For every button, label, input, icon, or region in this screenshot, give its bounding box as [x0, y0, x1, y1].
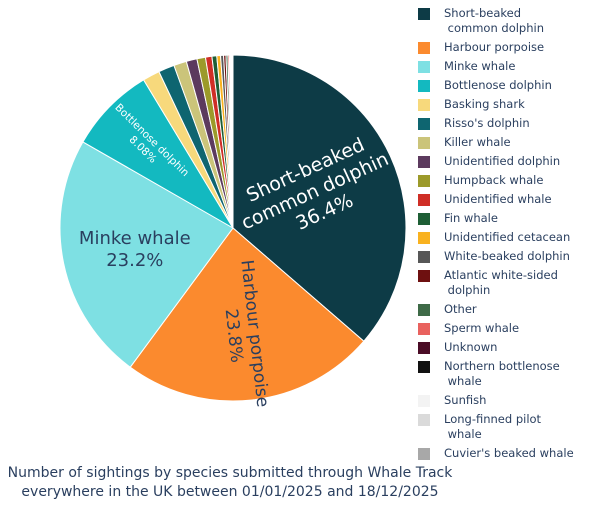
legend-swatch — [418, 118, 430, 130]
legend-label: Fin whale — [444, 211, 498, 225]
legend-swatch — [418, 175, 430, 187]
legend-swatch — [418, 395, 430, 407]
pie-slice-minke-whale[interactable] — [59, 141, 234, 368]
legend-swatch — [418, 213, 430, 225]
legend-label: Unidentified dolphin — [444, 154, 561, 168]
legend-item-harbour-porpoise[interactable]: Harbour porpoise — [418, 40, 588, 55]
pie-slice-harbour-porpoise[interactable] — [129, 227, 365, 402]
legend-item-short-beaked-common-dolphin[interactable]: Short-beaked common dolphin — [418, 6, 588, 36]
pie-slice-short-beaked-common-dolphin[interactable] — [232, 54, 407, 342]
legend-label: Risso's dolphin — [444, 116, 530, 130]
legend-item-cuvier-s-beaked-whale[interactable]: Cuvier's beaked whale — [418, 446, 588, 461]
legend-label: Unidentified cetacean — [444, 230, 571, 244]
legend-swatch — [418, 42, 430, 54]
legend-swatch — [418, 232, 430, 244]
legend-swatch — [418, 99, 430, 111]
legend-label: Northern bottlenose whale — [444, 359, 560, 388]
legend-label: Unidentified whale — [444, 192, 552, 206]
legend-swatch — [418, 342, 430, 354]
chart-title: Number of sightings by species submitted… — [0, 464, 460, 502]
legend-label: Unknown — [444, 340, 498, 354]
chart-title-line-2: everywhere in the UK between 01/01/2025 … — [21, 484, 439, 500]
legend-item-sunfish[interactable]: Sunfish — [418, 393, 588, 408]
legend-item-long-finned-pilot-whale[interactable]: Long-finned pilot whale — [418, 412, 588, 442]
pie-chart: Short-beakedcommon dolphin36.4%Harbour p… — [59, 54, 407, 408]
legend-item-sperm-whale[interactable]: Sperm whale — [418, 321, 588, 336]
legend-label: Sperm whale — [444, 321, 520, 335]
legend-label: Basking shark — [444, 97, 525, 111]
legend-swatch — [418, 61, 430, 73]
legend-swatch — [418, 251, 430, 263]
legend-swatch — [418, 448, 430, 460]
legend-item-minke-whale[interactable]: Minke whale — [418, 59, 588, 74]
legend-item-bottlenose-dolphin[interactable]: Bottlenose dolphin — [418, 78, 588, 93]
legend-item-killer-whale[interactable]: Killer whale — [418, 135, 588, 150]
legend-label: Minke whale — [444, 59, 516, 73]
slice-label-minke-whale: Minke whale 23.2% — [79, 228, 191, 271]
legend-label: Short-beaked common dolphin — [444, 6, 545, 35]
legend-label: White-beaked dolphin — [444, 249, 570, 263]
legend-item-unidentified-whale[interactable]: Unidentified whale — [418, 192, 588, 207]
pie-slice-bottlenose-dolphin[interactable] — [82, 79, 235, 230]
legend-item-humpback-whale[interactable]: Humpback whale — [418, 173, 588, 188]
legend-label: Cuvier's beaked whale — [444, 446, 574, 460]
pie-slices — [59, 54, 407, 402]
legend-label: Long-finned pilot whale — [444, 412, 542, 441]
legend-swatch — [418, 8, 430, 20]
legend-item-unidentified-cetacean[interactable]: Unidentified cetacean — [418, 230, 588, 245]
legend-label: Atlantic white-sided dolphin — [444, 268, 558, 297]
legend-swatch — [418, 414, 430, 426]
legend-swatch — [418, 137, 430, 149]
legend-item-risso-s-dolphin[interactable]: Risso's dolphin — [418, 116, 588, 131]
legend-swatch — [418, 270, 430, 282]
legend-item-white-beaked-dolphin[interactable]: White-beaked dolphin — [418, 249, 588, 264]
legend-item-unidentified-dolphin[interactable]: Unidentified dolphin — [418, 154, 588, 169]
legend-swatch — [418, 80, 430, 92]
legend-label: Killer whale — [444, 135, 511, 149]
legend-label: Other — [444, 302, 477, 316]
legend-item-other[interactable]: Other — [418, 302, 588, 317]
chart-title-line-1: Number of sightings by species submitted… — [7, 465, 453, 481]
legend-item-basking-shark[interactable]: Basking shark — [418, 97, 588, 112]
legend-label: Harbour porpoise — [444, 40, 545, 54]
legend-swatch — [418, 194, 430, 206]
legend-label: Bottlenose dolphin — [444, 78, 552, 92]
legend: Short-beaked common dolphin Harbour porpo… — [418, 6, 588, 465]
legend-item-atlantic-white-sided-dolphin[interactable]: Atlantic white-sided dolphin — [418, 268, 588, 298]
legend-swatch — [418, 323, 430, 335]
legend-swatch — [418, 361, 430, 373]
legend-swatch — [418, 156, 430, 168]
legend-swatch — [418, 304, 430, 316]
legend-label: Sunfish — [444, 393, 487, 407]
legend-label: Humpback whale — [444, 173, 544, 187]
legend-item-unknown[interactable]: Unknown — [418, 340, 588, 355]
legend-item-northern-bottlenose-whale[interactable]: Northern bottlenose whale — [418, 359, 588, 389]
legend-item-fin-whale[interactable]: Fin whale — [418, 211, 588, 226]
